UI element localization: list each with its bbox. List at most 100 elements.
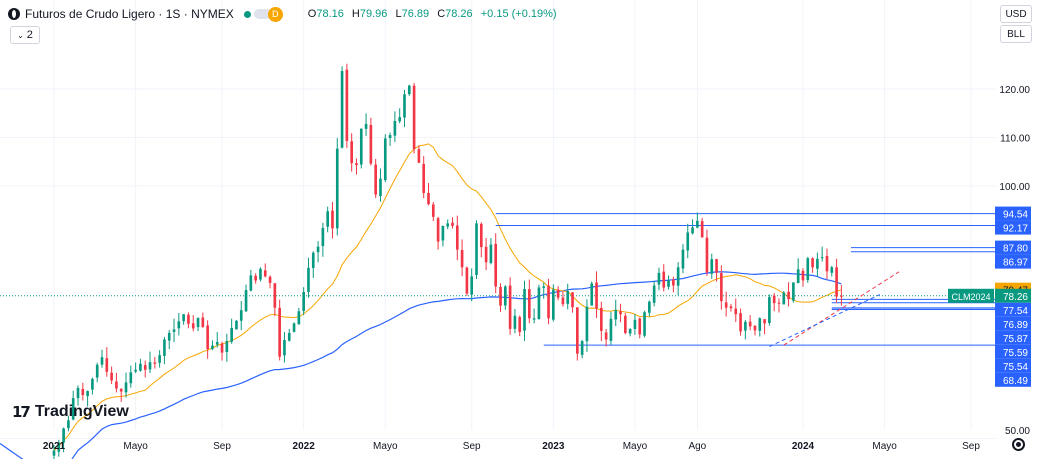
candle-body xyxy=(643,312,646,336)
time-tick-label: 2024 xyxy=(792,441,815,452)
candle-body xyxy=(710,259,714,274)
candle-body xyxy=(820,257,824,259)
candle-body xyxy=(273,283,277,308)
candle-body xyxy=(585,306,589,342)
candle-body xyxy=(686,232,690,251)
price-level-tag: 75.87 xyxy=(1003,334,1028,345)
price-level-tag: 75.54 xyxy=(1003,362,1028,373)
candle-body xyxy=(316,246,320,253)
candle-body xyxy=(590,283,594,306)
candle-body xyxy=(398,117,402,122)
candle-body xyxy=(182,314,185,322)
price-level-tag-bg xyxy=(995,254,1031,269)
price-tick-label: 110.00 xyxy=(1000,134,1030,145)
candle-body xyxy=(163,339,166,356)
candle-body xyxy=(614,310,618,320)
price-level-tag-bg xyxy=(995,220,1031,235)
price-level-tag: 75.59 xyxy=(1003,348,1028,359)
candle-body xyxy=(427,192,430,205)
candle-body xyxy=(782,292,786,305)
unit-button[interactable]: BLL xyxy=(1000,25,1032,43)
candle-body xyxy=(580,341,584,355)
candle-body xyxy=(187,314,190,324)
ohlc-low-value: 76.89 xyxy=(401,8,430,20)
ohlc-high-key: H xyxy=(351,8,360,20)
market-status-icon[interactable] xyxy=(243,10,251,18)
candle-body xyxy=(110,372,113,381)
tradingview-mark-icon: 17 xyxy=(12,403,31,421)
price-level-tag: 92.17 xyxy=(1003,224,1028,235)
ohlc-low-key: L xyxy=(395,8,402,20)
candle-body xyxy=(465,267,469,294)
candle-body xyxy=(379,178,382,197)
time-tick-label: 2023 xyxy=(542,441,565,452)
candle-body xyxy=(787,291,790,300)
candle-body xyxy=(95,364,99,378)
delayed-data-badge[interactable]: D xyxy=(267,6,283,22)
candle-body xyxy=(624,315,627,333)
candle-body xyxy=(355,163,358,166)
candle-body xyxy=(532,318,536,320)
price-level-tag: 76.89 xyxy=(1003,320,1028,331)
candle-body xyxy=(283,340,286,356)
trend-channel-lower xyxy=(769,294,881,348)
candle-body xyxy=(100,357,104,365)
price-level-tag-bg xyxy=(995,358,1031,373)
candle-body xyxy=(691,227,694,234)
candle-body xyxy=(340,71,344,148)
candle-body xyxy=(388,135,392,139)
candle-body xyxy=(455,225,459,250)
candle-body xyxy=(167,332,171,341)
time-tick-label: Sep xyxy=(962,441,980,452)
candle-body xyxy=(254,275,257,281)
candles xyxy=(52,63,843,459)
candle-body xyxy=(417,149,421,163)
currency-button[interactable]: USD xyxy=(1000,5,1032,23)
chart-settings-icon[interactable] xyxy=(1012,438,1025,451)
time-axis: 2021 Mayo Sep 2022 Mayo Sep 2023 Mayo Ago 2024 May… xyxy=(43,441,980,452)
collapse-indicators-button[interactable]: ⌄ 2 xyxy=(10,26,40,44)
candle-body xyxy=(470,276,474,295)
candle-body xyxy=(705,237,709,273)
candle-body xyxy=(158,355,161,363)
candle-body xyxy=(484,246,488,263)
candle-body xyxy=(81,389,85,396)
candle-body xyxy=(71,398,75,420)
candle-body xyxy=(297,311,301,325)
candle-body xyxy=(648,301,651,313)
candle-body xyxy=(758,318,762,331)
candle-body xyxy=(662,271,666,288)
price-level-tag-bg xyxy=(995,240,1031,255)
candle-body xyxy=(676,267,680,286)
symbol-title[interactable]: Futuros de Crudo Ligero · 1S · NYMEX xyxy=(25,7,234,21)
candle-body xyxy=(67,420,70,429)
candle-body xyxy=(86,391,89,397)
candle-body xyxy=(196,317,200,328)
candle-body xyxy=(451,222,454,226)
time-tick-label: Mayo xyxy=(623,441,648,452)
candle-body xyxy=(801,270,805,281)
candle-body xyxy=(331,210,334,229)
candle-body xyxy=(748,321,752,327)
time-tick-label: Mayo xyxy=(872,441,897,452)
candle-body xyxy=(57,442,61,452)
candle-body xyxy=(796,269,800,284)
candle-body xyxy=(503,286,507,306)
grid-lines xyxy=(0,0,995,439)
candle-body xyxy=(139,363,142,371)
candle-body xyxy=(830,267,834,273)
candle-body xyxy=(76,388,80,399)
candle-body xyxy=(604,332,608,340)
price-level-tag: 86.97 xyxy=(1003,258,1028,269)
candle-body xyxy=(302,292,305,311)
candle-body xyxy=(672,279,675,286)
ohlc-open-key: O xyxy=(307,8,317,20)
time-tick-label: Mayo xyxy=(123,441,148,452)
candle-body xyxy=(393,121,397,136)
candle-body xyxy=(441,225,445,241)
candle-body xyxy=(148,362,152,370)
contract-label: CLM2024 xyxy=(951,292,990,302)
tradingview-logo[interactable]: 17 TradingView xyxy=(12,403,129,421)
time-tick-label: Mayo xyxy=(373,441,398,452)
